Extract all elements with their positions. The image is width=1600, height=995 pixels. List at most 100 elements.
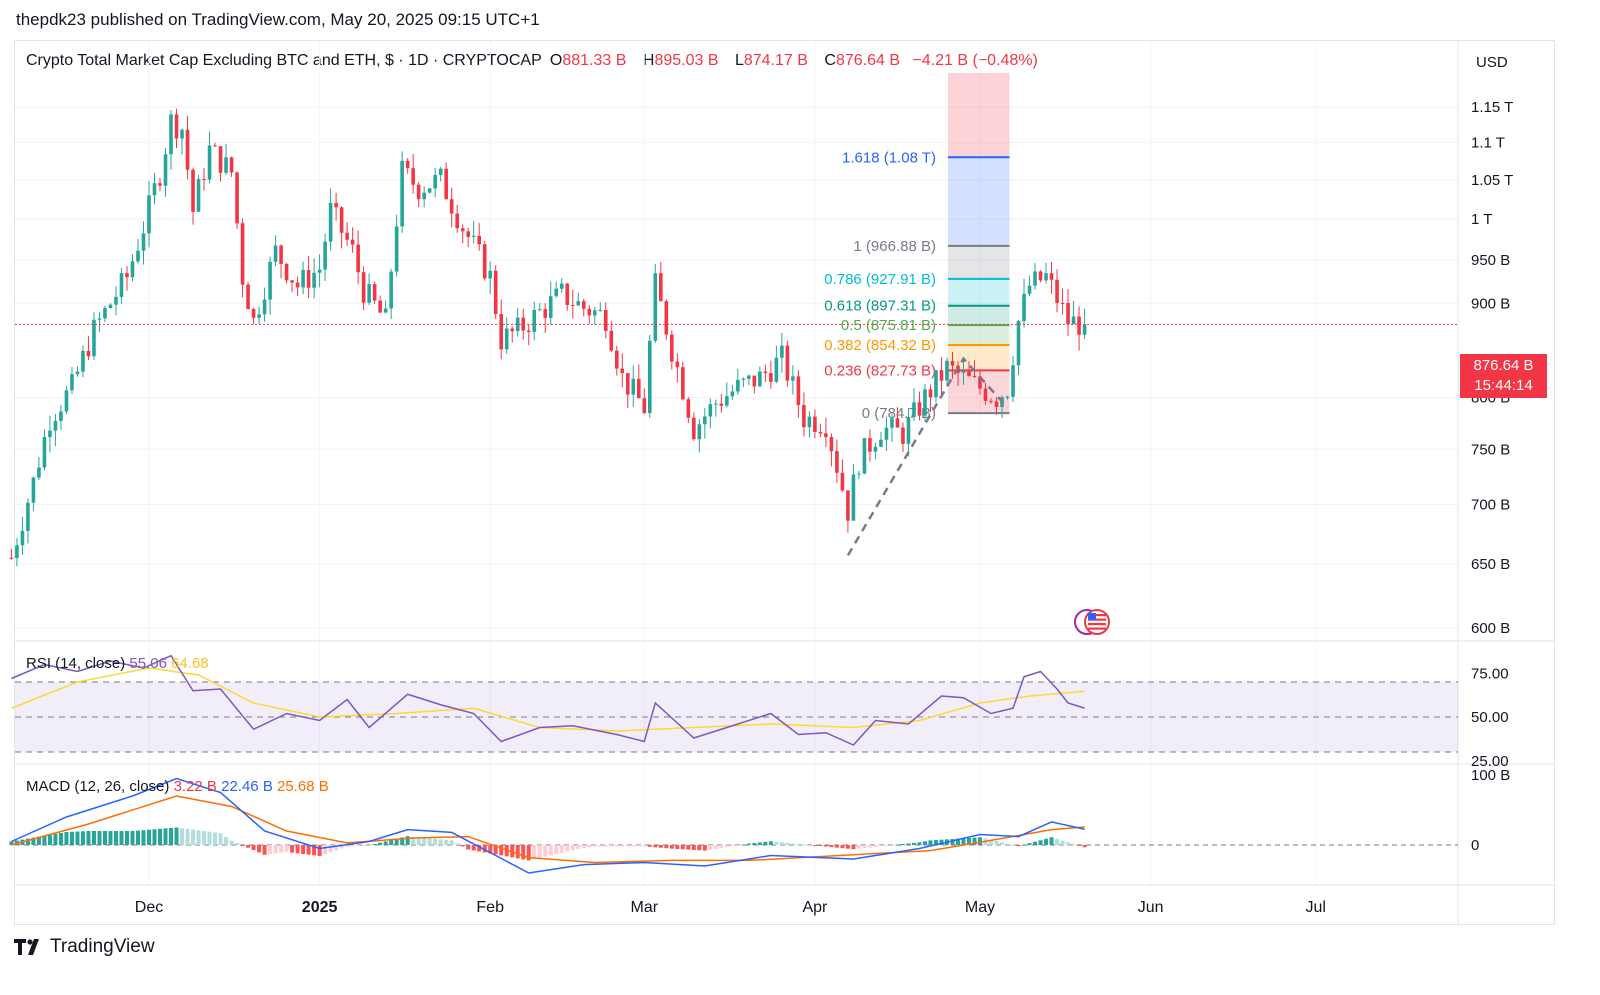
macd-histogram-bar xyxy=(790,843,795,845)
candle xyxy=(1049,261,1054,294)
macd-histogram-bar xyxy=(581,845,586,848)
candle xyxy=(48,415,52,453)
candle xyxy=(438,167,443,182)
fib-level-label: 0.382 (854.32 B) xyxy=(824,337,936,354)
candle xyxy=(719,393,724,413)
candle-body xyxy=(53,420,58,431)
candle-body xyxy=(670,334,674,362)
candle xyxy=(361,266,366,311)
macd-value: 22.46 B xyxy=(221,778,273,795)
candle-body xyxy=(460,228,465,232)
macd-histogram-bar xyxy=(400,837,405,845)
candle xyxy=(356,230,360,284)
candle-body xyxy=(174,114,179,139)
candle-body xyxy=(394,226,399,272)
macd-histogram-bar xyxy=(9,841,14,845)
candle xyxy=(741,377,746,388)
candle xyxy=(609,321,614,353)
candle xyxy=(185,115,190,180)
macd-histogram-bar xyxy=(290,845,295,853)
candle xyxy=(862,437,867,475)
macd-histogram-bar xyxy=(1077,845,1082,846)
high-value: 895.03 B xyxy=(654,52,719,69)
candle xyxy=(670,330,674,370)
candle-body xyxy=(912,402,916,418)
macd-histogram-bar xyxy=(966,837,971,845)
candle-body xyxy=(868,438,872,452)
candle xyxy=(240,218,245,298)
macd-histogram-bar xyxy=(1049,837,1054,845)
candle-body xyxy=(620,368,625,374)
footer-brand[interactable]: TradingView xyxy=(14,936,155,958)
candle-body xyxy=(515,317,520,332)
close-value: 876.64 B xyxy=(835,52,900,69)
candle xyxy=(499,299,504,360)
candle-body xyxy=(471,235,476,237)
candle-body xyxy=(758,371,762,387)
fib-level-label: 0.5 (875.81 B) xyxy=(841,317,936,334)
macd-histogram-bar xyxy=(664,845,669,849)
candle xyxy=(648,334,652,418)
macd-histogram-bar xyxy=(42,835,47,845)
candle-body xyxy=(648,340,652,414)
macd-histogram-bar xyxy=(741,844,746,846)
candle-body xyxy=(1049,273,1054,280)
macd-histogram-bar xyxy=(669,845,674,849)
candle xyxy=(42,429,47,471)
candle-body xyxy=(372,284,377,301)
fib-level-label: 0.786 (927.91 B) xyxy=(824,271,936,288)
candle xyxy=(873,442,878,460)
candle-body xyxy=(323,241,327,270)
candle-body xyxy=(1071,316,1076,325)
candle xyxy=(780,332,784,373)
candle-body xyxy=(290,280,294,283)
macd-histogram-bar xyxy=(163,828,168,845)
candle-body xyxy=(945,360,949,381)
countdown-timer: 15:44:14 xyxy=(1474,377,1533,394)
candle xyxy=(130,254,135,282)
macd-histogram-bar xyxy=(922,841,927,845)
rsi-ma-value: 64.68 xyxy=(171,655,209,672)
candle-body xyxy=(609,330,614,351)
x-tick-label: May xyxy=(965,899,995,916)
currency-selector[interactable]: USD xyxy=(1476,54,1508,71)
macd-histogram-bar xyxy=(730,845,735,847)
macd-histogram-bar xyxy=(152,829,157,845)
macd-histogram-bar xyxy=(609,845,614,847)
candle-body xyxy=(686,399,691,418)
candle-body xyxy=(345,232,349,240)
candle-body xyxy=(857,473,861,475)
candle-body xyxy=(449,199,454,214)
candle-body xyxy=(917,402,922,416)
candle xyxy=(736,368,740,395)
candle xyxy=(1033,262,1037,290)
change-value: −4.21 B (−0.48%) xyxy=(912,52,1038,69)
candle-body xyxy=(125,273,129,278)
macd-histogram-bar xyxy=(702,845,707,851)
rsi-label: RSI (14, close) xyxy=(26,655,126,672)
candle-body xyxy=(213,145,217,147)
candle xyxy=(1027,275,1032,297)
macd-histogram-bar xyxy=(636,845,641,847)
macd-histogram-bar xyxy=(796,843,801,845)
candle xyxy=(1044,262,1048,284)
candle xyxy=(202,167,206,191)
candle xyxy=(20,516,25,555)
candle xyxy=(334,192,338,221)
macd-histogram-bar xyxy=(47,834,52,845)
candle-body xyxy=(1027,285,1032,294)
candle xyxy=(686,396,691,424)
candle-body xyxy=(614,350,619,369)
candle xyxy=(912,388,916,421)
macd-histogram-bar xyxy=(1082,845,1087,848)
candle-body xyxy=(246,284,250,310)
candle-body xyxy=(361,272,366,303)
candle-body xyxy=(59,411,63,421)
candle-body xyxy=(791,376,795,381)
candle-body xyxy=(703,416,707,425)
x-tick-label: Jun xyxy=(1138,899,1164,916)
candle-body xyxy=(559,283,564,289)
y-tick-label: 1 T xyxy=(1471,211,1492,228)
candle xyxy=(939,357,944,397)
